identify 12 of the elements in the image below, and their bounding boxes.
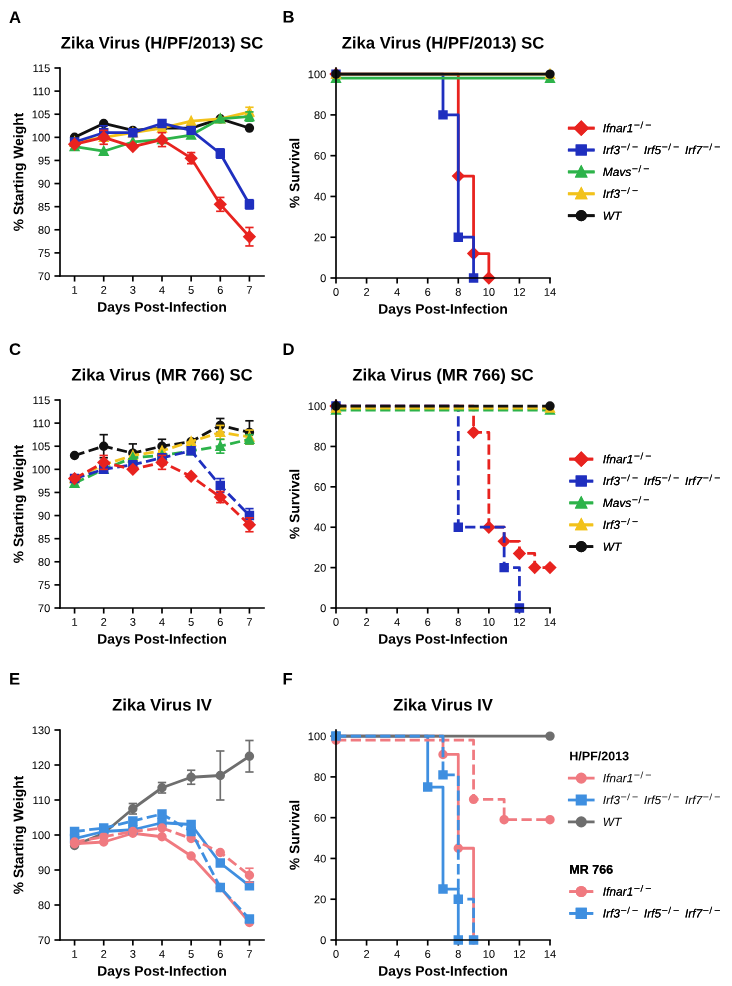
text: B <box>283 11 294 23</box>
chart-title: Zika Virus (H/PF/2013) SC <box>61 36 263 53</box>
text: C <box>9 343 21 356</box>
chart-title: Zika Virus IV <box>112 698 212 711</box>
text: F <box>283 673 293 685</box>
chart-title: Zika Virus (MR 766) SC <box>352 368 534 385</box>
text: E <box>10 673 20 685</box>
chart-title: Zika Virus (MR 766) SC <box>71 368 253 385</box>
text: D <box>283 343 294 355</box>
chart-title: Zika Virus (H/PF/2013) SC <box>342 36 544 53</box>
text: A <box>9 11 21 23</box>
chart-title: Zika Virus IV <box>393 698 493 711</box>
